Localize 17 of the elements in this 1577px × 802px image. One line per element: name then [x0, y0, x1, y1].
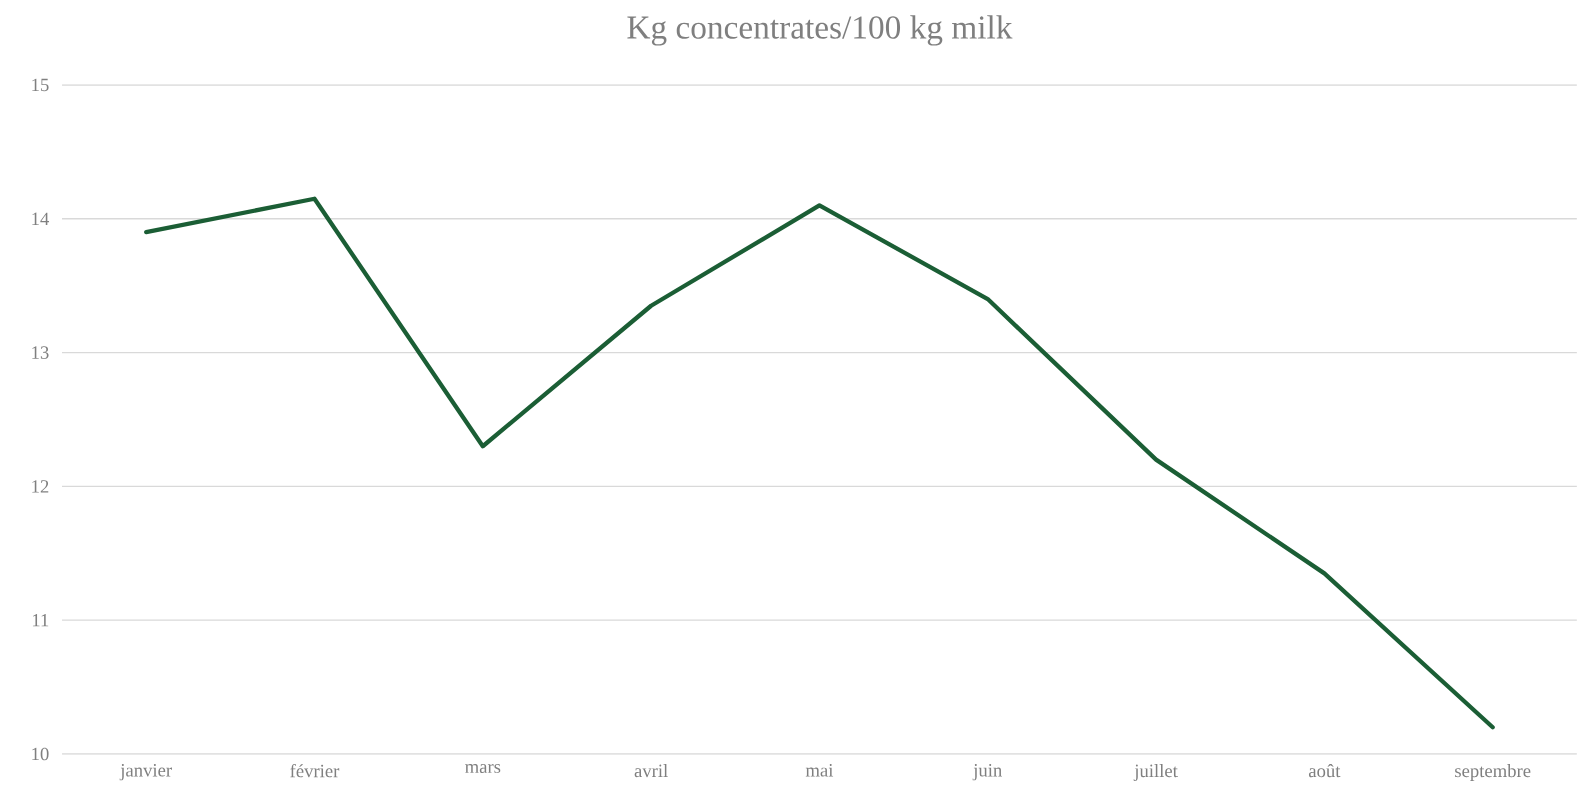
line-series: [144, 196, 1495, 730]
y-tick-label: 11: [32, 614, 49, 627]
y-tick-label: 15: [32, 78, 49, 92]
y-tick-label: 13: [32, 346, 49, 359]
y-tick-label: 10: [32, 747, 49, 761]
x-tick-label: mai: [805, 764, 834, 777]
chart-title: Kg concentrates/100 kg milk: [627, 15, 1013, 46]
x-tick-label: avril: [634, 764, 668, 778]
x-tick-label: juillet: [1133, 764, 1178, 781]
y-tick-label: 12: [32, 480, 49, 493]
x-tick-label: septembre: [1455, 764, 1531, 781]
y-tick-label: 14: [32, 212, 50, 225]
x-tick-label: mars: [465, 764, 501, 774]
x-tick-label: juin: [972, 764, 1002, 781]
x-tick-label: février: [290, 764, 340, 778]
x-tick-label: janvier: [119, 764, 172, 781]
x-tick-label: août: [1308, 764, 1341, 778]
